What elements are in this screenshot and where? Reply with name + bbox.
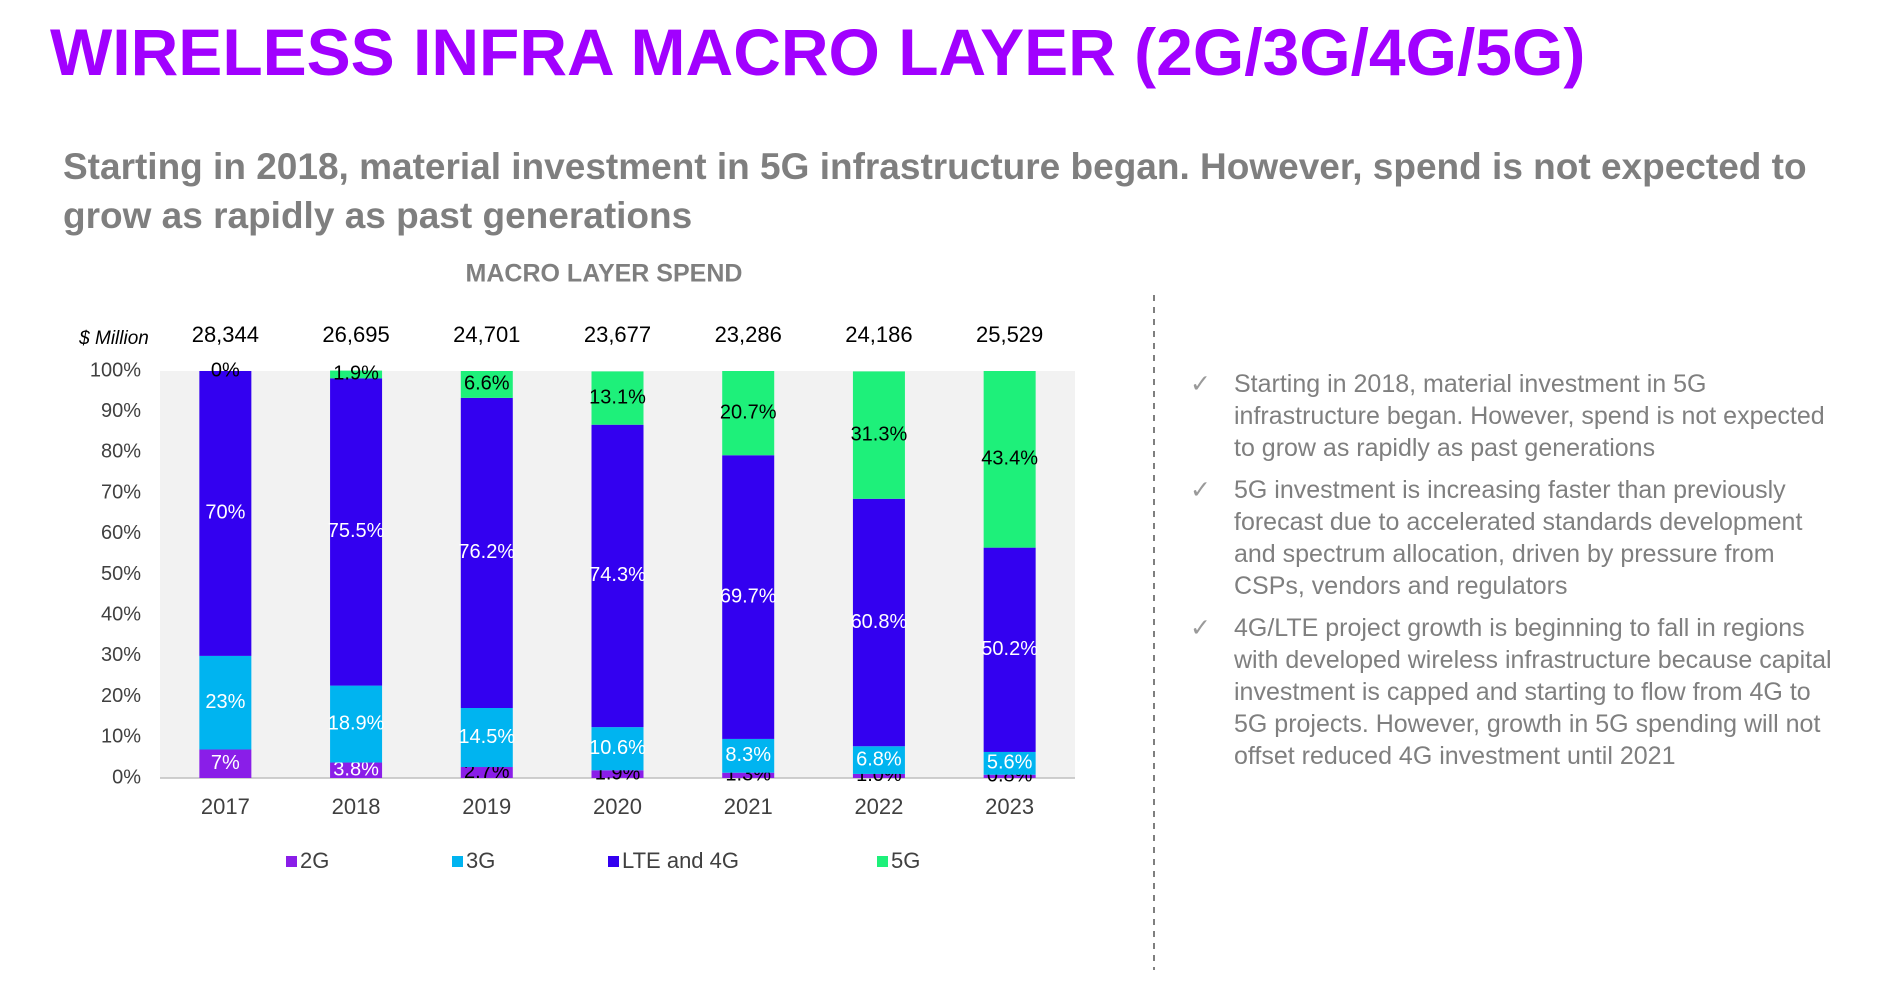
check-icon: ✓ <box>1190 614 1211 642</box>
y-tick-label: 10% <box>101 726 141 748</box>
x-tick-label: 2018 <box>332 794 381 819</box>
total-label: 23,286 <box>715 322 782 347</box>
x-tick-label: 2021 <box>724 794 773 819</box>
total-label: 26,695 <box>322 322 389 347</box>
y-unit: $ Million <box>78 328 149 349</box>
total-label: 28,344 <box>192 322 259 347</box>
legend-marker <box>452 856 463 867</box>
legend-label: 5G <box>891 848 920 873</box>
y-tick-label: 50% <box>101 563 141 585</box>
data-label: 14.5% <box>458 726 515 748</box>
data-label: 60.8% <box>851 611 908 633</box>
check-icon: ✓ <box>1190 370 1211 398</box>
bar-segment <box>460 371 513 398</box>
note-text: 4G/LTE project growth is beginning to fa… <box>1234 614 1832 770</box>
bar-segment <box>722 371 775 456</box>
data-label: 31.3% <box>851 423 908 445</box>
data-label: 0% <box>211 359 240 381</box>
bar-segment <box>722 772 775 778</box>
chart-title: MACRO LAYER SPEND <box>466 260 743 288</box>
legend-label: 3G <box>466 848 495 873</box>
data-label: 69.7% <box>720 585 777 607</box>
data-label: 3.8% <box>333 759 379 781</box>
bar-segment <box>330 762 383 778</box>
total-label: 24,186 <box>845 322 912 347</box>
data-label: 6.8% <box>856 748 902 770</box>
bar-segment <box>983 774 1036 778</box>
bar-segment <box>983 371 1036 548</box>
bar-segment <box>983 751 1036 775</box>
total-label: 25,529 <box>976 322 1043 347</box>
data-label: 76.2% <box>458 541 515 563</box>
data-label: 20.7% <box>720 401 777 423</box>
bar-segment <box>591 770 644 778</box>
page-title: WIRELESS INFRA MACRO LAYER (2G/3G/4G/5G) <box>50 15 1586 89</box>
data-label: 1.9% <box>333 363 379 385</box>
data-label: 43.4% <box>981 448 1038 470</box>
data-label: 18.9% <box>328 712 385 734</box>
bar-segment <box>591 371 644 425</box>
data-label: 75.5% <box>328 520 385 542</box>
data-label: 10.6% <box>589 737 646 759</box>
data-label: 13.1% <box>589 386 646 408</box>
bar-segment <box>591 424 644 728</box>
data-label: 74.3% <box>589 564 646 586</box>
y-tick-label: 60% <box>101 522 141 544</box>
bar-segment <box>330 378 383 686</box>
bar-segment <box>852 371 905 499</box>
total-label: 24,701 <box>453 322 520 347</box>
bar-segment <box>722 738 775 773</box>
bar-segment <box>852 773 905 778</box>
legend-marker <box>286 856 297 867</box>
bar-segment <box>330 370 383 379</box>
y-tick-label: 0% <box>112 766 141 788</box>
bar-segment <box>722 455 775 739</box>
x-tick-label: 2020 <box>593 794 642 819</box>
legend-label: 2G <box>300 848 329 873</box>
note: ✓ 4G/LTE project growth is beginning to f… <box>1190 612 1850 772</box>
data-label: 7% <box>211 752 240 774</box>
bar-segment <box>460 767 513 778</box>
x-tick-label: 2022 <box>854 794 903 819</box>
total-label: 23,677 <box>584 322 651 347</box>
note-text: 5G investment is increasing faster than … <box>1234 476 1803 600</box>
y-tick-label: 70% <box>101 481 141 503</box>
legend-marker <box>608 856 619 867</box>
note: ✓ 5G investment is increasing faster than… <box>1190 474 1850 602</box>
bar-segment <box>983 547 1036 752</box>
y-tick-label: 40% <box>101 603 141 625</box>
notes-list: ✓ Starting in 2018, material investment i… <box>1190 368 1850 782</box>
bar-segment <box>460 707 513 768</box>
bar-segment <box>460 397 513 708</box>
bar-segment <box>330 685 383 763</box>
y-tick-label: 20% <box>101 685 141 707</box>
data-label: 23% <box>205 691 245 713</box>
note-text: Starting in 2018, material investment in… <box>1234 370 1825 462</box>
bar-segment <box>852 746 905 774</box>
bar-segment <box>199 749 252 778</box>
check-icon: ✓ <box>1190 476 1211 504</box>
legend-marker <box>877 856 888 867</box>
y-tick-label: 100% <box>90 359 141 381</box>
bar-segment <box>199 371 252 656</box>
bar-segment <box>199 655 252 750</box>
y-tick-label: 30% <box>101 644 141 666</box>
note: ✓ Starting in 2018, material investment i… <box>1190 368 1850 464</box>
y-tick-label: 90% <box>101 400 141 422</box>
legend-label: LTE and 4G <box>622 848 739 873</box>
bar-segment <box>852 498 905 747</box>
bar-segment <box>591 727 644 771</box>
y-tick-label: 80% <box>101 441 141 463</box>
page-subtitle: Starting in 2018, material investment in… <box>63 146 1807 236</box>
x-tick-label: 2023 <box>985 794 1034 819</box>
data-label: 50.2% <box>981 638 1038 660</box>
data-label: 5.6% <box>987 752 1033 774</box>
data-label: 6.6% <box>464 373 510 395</box>
x-tick-label: 2017 <box>201 794 250 819</box>
x-tick-label: 2019 <box>462 794 511 819</box>
data-label: 70% <box>205 502 245 524</box>
data-label: 8.3% <box>725 744 771 766</box>
